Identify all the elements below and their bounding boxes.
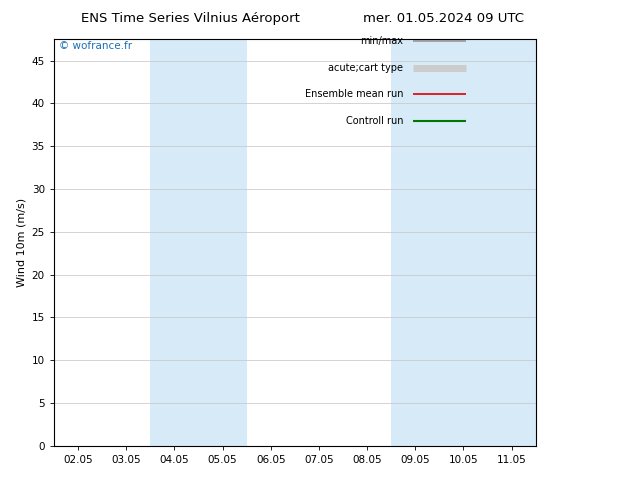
Bar — [488, 39, 536, 446]
Text: © wofrance.fr: © wofrance.fr — [59, 41, 132, 51]
Bar — [150, 39, 247, 446]
Y-axis label: Wind 10m (m/s): Wind 10m (m/s) — [16, 198, 26, 287]
Text: Ensemble mean run: Ensemble mean run — [305, 89, 403, 99]
Text: mer. 01.05.2024 09 UTC: mer. 01.05.2024 09 UTC — [363, 12, 524, 25]
Text: min/max: min/max — [360, 36, 403, 46]
Text: acute;cart type: acute;cart type — [328, 63, 403, 73]
Bar — [391, 39, 488, 446]
Text: ENS Time Series Vilnius Aéroport: ENS Time Series Vilnius Aéroport — [81, 12, 300, 25]
Text: Controll run: Controll run — [346, 116, 403, 125]
